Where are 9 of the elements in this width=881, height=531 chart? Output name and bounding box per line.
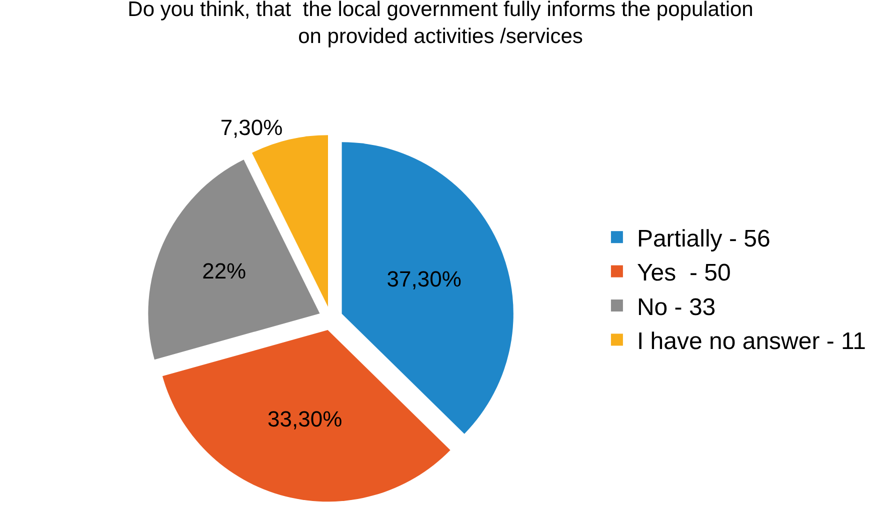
- legend-label: I have no answer - 11: [636, 328, 866, 356]
- legend-label: Partially - 56: [636, 225, 770, 252]
- data-label: 33,30%: [268, 406, 342, 432]
- legend-label: No - 33: [636, 294, 716, 321]
- chart-title: Do you think, that the local government fully informs the population on provided activities /services: [128, 0, 754, 48]
- data-label: 37,30%: [386, 266, 462, 292]
- legend-label: Yes - 50: [636, 260, 731, 287]
- data-label: 22%: [202, 258, 246, 284]
- data-label: 7,30%: [220, 115, 283, 140]
